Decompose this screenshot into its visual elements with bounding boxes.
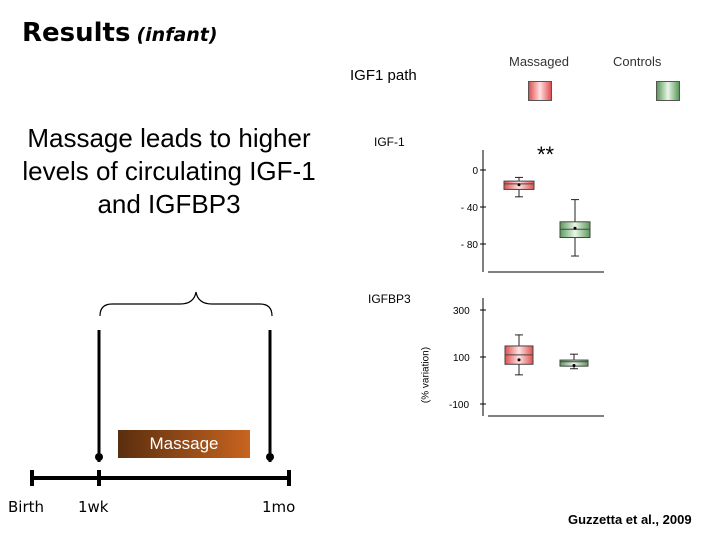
igf1-panel-title: IGF-1 bbox=[374, 135, 405, 149]
slide-title: Results (infant) bbox=[22, 18, 218, 48]
legend-controls-label: Controls bbox=[613, 54, 662, 69]
legend-controls-swatch bbox=[656, 81, 680, 101]
massage-period-bar: Massage bbox=[118, 430, 250, 458]
path-label: IGF1 path bbox=[350, 67, 417, 84]
igf1-ytick-0: 0 bbox=[472, 166, 478, 177]
timeline-week-label: 1wk bbox=[78, 498, 109, 516]
igfbp3-ytick-1: 100 bbox=[453, 353, 470, 364]
timeline-birth-label: Birth bbox=[8, 498, 45, 516]
igfbp3-ytick-2: -100 bbox=[449, 400, 469, 411]
headline-text: Massage leads to higher levels of circul… bbox=[22, 123, 316, 219]
igf1-massaged-mean bbox=[517, 183, 521, 187]
igfbp3-panel-title: IGFBP3 bbox=[368, 292, 411, 306]
title-text: Results bbox=[22, 18, 131, 48]
igfbp3-ytick-0: 300 bbox=[453, 306, 470, 317]
legend-massaged-swatch bbox=[528, 81, 552, 101]
igf1-ytick-1: - 40 bbox=[461, 203, 479, 214]
igf1-controls-mean bbox=[573, 226, 577, 230]
title-subtitle: (infant) bbox=[136, 24, 218, 46]
timeline-month-label: 1mo bbox=[262, 498, 296, 516]
significance-marker: ** bbox=[537, 142, 555, 167]
month-marker-dot bbox=[266, 453, 274, 461]
igfbp3-massaged-mean bbox=[517, 358, 521, 362]
legend-massaged-label: Massaged bbox=[509, 54, 569, 69]
citation: Guzzetta et al., 2009 bbox=[568, 512, 692, 527]
week-marker-dot bbox=[95, 453, 103, 461]
igfbp3-controls-mean bbox=[572, 363, 576, 367]
period-brace bbox=[99, 291, 273, 317]
igf1-ytick-2: - 80 bbox=[461, 240, 479, 251]
